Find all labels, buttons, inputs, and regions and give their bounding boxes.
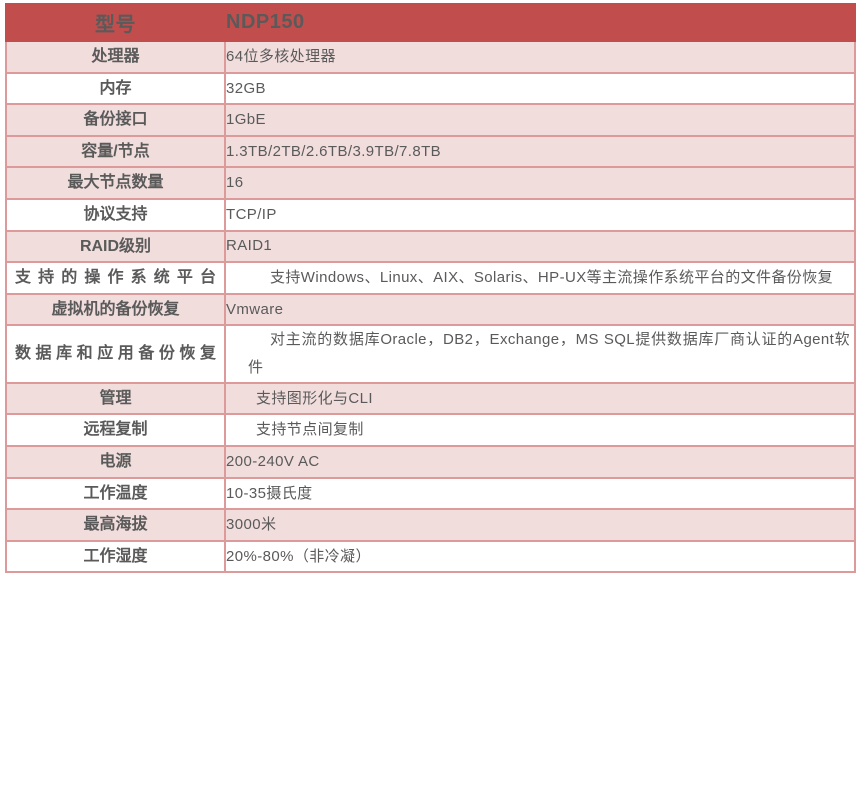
row-label: 电源 [5,445,226,479]
row-label: 数据库和应用备份恢复 [5,324,226,384]
row-label: 虚拟机的备份恢复 [5,292,226,327]
row-value: 10-35摄氏度 [224,476,856,511]
row-label: 协议支持 [5,197,226,232]
row-label: 备份接口 [5,103,226,137]
table-row: 最高海拔 3000米 [5,508,856,542]
row-label: 处理器 [5,40,226,74]
row-label: 最高海拔 [5,508,226,542]
table-row: 工作温度 10-35摄氏度 [5,476,856,511]
row-value: 支持节点间复制 [224,413,856,448]
table-row: 备份接口 1GbE [5,103,856,137]
row-value: 支持Windows、Linux、AIX、Solaris、HP-UX等主流操作系统… [224,261,856,295]
row-value: Vmware [224,292,856,327]
row-value: 20%-80%（非冷凝） [224,539,856,574]
row-value: 1GbE [224,103,856,137]
product-spec-table: 型号 NDP150 处理器 64位多核处理器 内存 32GB 备份接口 1GbE 容量/节点… [5,3,856,574]
row-label: 管理 [5,381,226,416]
table-row: 管理 支持图形化与CLI [5,381,856,416]
row-value: 对主流的数据库Oracle，DB2，Exchange，MS SQL提供数据库厂商… [224,324,856,384]
table-row: 电源 200-240V AC [5,445,856,479]
table-header-row: 型号 NDP150 [5,3,856,42]
table-row: RAID级别 RAID1 [5,229,856,264]
table-row: 处理器 64位多核处理器 [5,40,856,74]
table-row: 虚拟机的备份恢复 Vmware [5,292,856,327]
table-row: 最大节点数量 16 [5,166,856,200]
row-label: 远程复制 [5,413,226,448]
row-value: 支持图形化与CLI [224,381,856,416]
table-header: 型号 NDP150 [5,3,856,42]
row-value: 3000米 [224,508,856,542]
header-cell-model: 型号 [5,3,226,42]
row-value: 16 [224,166,856,200]
row-value: TCP/IP [224,197,856,232]
row-label: 内存 [5,71,226,106]
table-row: 容量/节点 1.3TB/2TB/2.6TB/3.9TB/7.8TB [5,134,856,169]
row-label: 最大节点数量 [5,166,226,200]
row-label: 支持的操作系统平台 [5,261,226,295]
table-row: 远程复制 支持节点间复制 [5,413,856,448]
table-row: 支持的操作系统平台 支持Windows、Linux、AIX、Solaris、HP-… [5,261,856,295]
row-value: 32GB [224,71,856,106]
row-label: 容量/节点 [5,134,226,169]
table-row: 数据库和应用备份恢复 对主流的数据库Oracle，DB2，Exchange，MS … [5,324,856,384]
table-row: 工作湿度 20%-80%（非冷凝） [5,539,856,574]
table-row: 内存 32GB [5,71,856,106]
table-row: 协议支持 TCP/IP [5,197,856,232]
table-body: 处理器 64位多核处理器 内存 32GB 备份接口 1GbE 容量/节点 1.3TB/2TB/… [5,40,856,574]
row-label: RAID级别 [5,229,226,264]
row-value: 1.3TB/2TB/2.6TB/3.9TB/7.8TB [224,134,856,169]
row-value: 200-240V AC [224,445,856,479]
header-cell-model-value: NDP150 [224,3,856,42]
row-label: 工作温度 [5,476,226,511]
row-label: 工作湿度 [5,539,226,574]
row-value: 64位多核处理器 [224,40,856,74]
row-value: RAID1 [224,229,856,264]
